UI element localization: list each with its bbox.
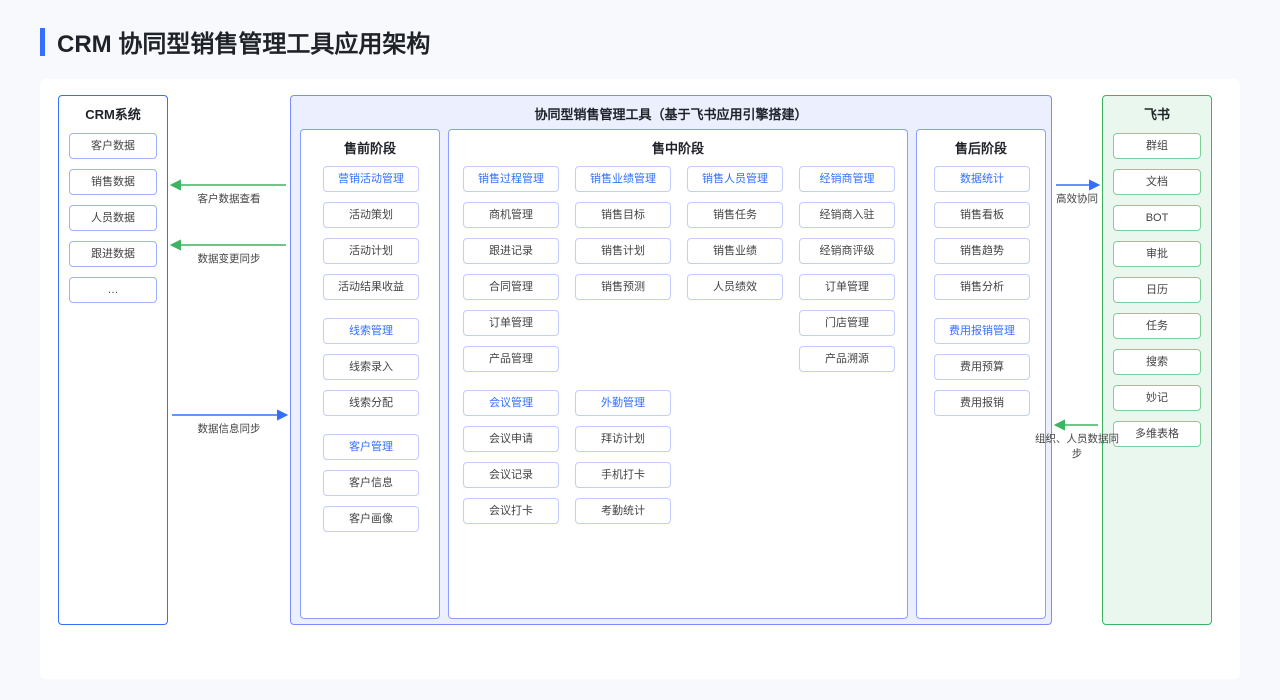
item-chip: 会议打卡 bbox=[463, 498, 559, 524]
category-chip: 线索管理 bbox=[323, 318, 419, 344]
item-chip: 人员数据 bbox=[69, 205, 157, 231]
item-chip: 手机打卡 bbox=[575, 462, 671, 488]
mid-header: 售中阶段 bbox=[449, 130, 907, 167]
item-chip: 会议记录 bbox=[463, 462, 559, 488]
category-chip: 销售业绩管理 bbox=[575, 166, 671, 192]
item-chip: 文档 bbox=[1113, 169, 1201, 195]
item-chip: 日历 bbox=[1113, 277, 1201, 303]
item-chip: 销售数据 bbox=[69, 169, 157, 195]
item-chip: 销售预测 bbox=[575, 274, 671, 300]
crm-header: CRM系统 bbox=[59, 96, 167, 133]
arrow-label: 组织、人员数据同步 bbox=[1032, 431, 1122, 461]
item-chip: 费用报销 bbox=[934, 390, 1030, 416]
category-chip: 销售人员管理 bbox=[687, 166, 783, 192]
item-chip: 活动计划 bbox=[323, 238, 419, 264]
arrow-label: 客户数据查看 bbox=[184, 191, 274, 206]
item-chip: 客户画像 bbox=[323, 506, 419, 532]
item-chip: … bbox=[69, 277, 157, 303]
item-chip: 订单管理 bbox=[799, 274, 895, 300]
item-chip: 销售业绩 bbox=[687, 238, 783, 264]
item-chip: 销售目标 bbox=[575, 202, 671, 228]
title-accent-bar bbox=[40, 28, 45, 56]
feishu-header: 飞书 bbox=[1103, 96, 1211, 133]
title-text: CRM 协同型销售管理工具应用架构 bbox=[57, 24, 430, 59]
category-chip: 销售过程管理 bbox=[463, 166, 559, 192]
item-chip: 门店管理 bbox=[799, 310, 895, 336]
item-chip: 考勤统计 bbox=[575, 498, 671, 524]
item-chip: 群组 bbox=[1113, 133, 1201, 159]
item-chip: 销售计划 bbox=[575, 238, 671, 264]
page-title: CRM 协同型销售管理工具应用架构 bbox=[40, 24, 1240, 59]
mid-stage-panel: 售中阶段 销售过程管理销售业绩管理销售人员管理经销商管理商机管理销售目标销售任务… bbox=[448, 129, 908, 619]
item-chip: 活动策划 bbox=[323, 202, 419, 228]
diagram-canvas: CRM系统 客户数据销售数据人员数据跟进数据 … 协同型销售管理工具（基于飞书应用… bbox=[40, 79, 1240, 679]
crm-panel: CRM系统 客户数据销售数据人员数据跟进数据 … bbox=[58, 95, 168, 625]
item-chip: 任务 bbox=[1113, 313, 1201, 339]
category-chip: 客户管理 bbox=[323, 434, 419, 460]
post-items: 数据统计销售看板销售趋势销售分析费用报销管理费用预算费用报销 bbox=[934, 166, 1030, 416]
post-header: 售后阶段 bbox=[917, 130, 1045, 167]
item-chip: 妙记 bbox=[1113, 385, 1201, 411]
item-chip: 销售趋势 bbox=[934, 238, 1030, 264]
item-chip: 会议申请 bbox=[463, 426, 559, 452]
item-chip: 费用预算 bbox=[934, 354, 1030, 380]
category-chip: 费用报销管理 bbox=[934, 318, 1030, 344]
main-header: 协同型销售管理工具（基于飞书应用引擎搭建） bbox=[291, 96, 1051, 133]
item-chip: 线索分配 bbox=[323, 390, 419, 416]
item-chip: 订单管理 bbox=[463, 310, 559, 336]
item-chip: 跟进记录 bbox=[463, 238, 559, 264]
item-chip: 经销商评级 bbox=[799, 238, 895, 264]
item-chip: 活动结果收益 bbox=[323, 274, 419, 300]
item-chip: 多维表格 bbox=[1113, 421, 1201, 447]
pre-stage-panel: 售前阶段 营销活动管理活动策划活动计划活动结果收益线索管理线索录入线索分配客户管… bbox=[300, 129, 440, 619]
category-chip: 会议管理 bbox=[463, 390, 559, 416]
item-chip: 产品溯源 bbox=[799, 346, 895, 372]
category-chip: 经销商管理 bbox=[799, 166, 895, 192]
item-chip: 销售看板 bbox=[934, 202, 1030, 228]
pre-items: 营销活动管理活动策划活动计划活动结果收益线索管理线索录入线索分配客户管理客户信息… bbox=[323, 166, 419, 532]
item-chip: 拜访计划 bbox=[575, 426, 671, 452]
category-chip: 外勤管理 bbox=[575, 390, 671, 416]
item-chip: 审批 bbox=[1113, 241, 1201, 267]
item-chip: 人员绩效 bbox=[687, 274, 783, 300]
feishu-items: 群组文档 BOT 审批日历任务搜索妙记多维表格 bbox=[1103, 133, 1211, 447]
item-chip: 客户数据 bbox=[69, 133, 157, 159]
item-chip: 搜索 bbox=[1113, 349, 1201, 375]
category-chip: 数据统计 bbox=[934, 166, 1030, 192]
crm-items: 客户数据销售数据人员数据跟进数据 … bbox=[59, 133, 167, 303]
item-chip: 线索录入 bbox=[323, 354, 419, 380]
mid-grid: 销售过程管理销售业绩管理销售人员管理经销商管理商机管理销售目标销售任务经销商入驻… bbox=[463, 166, 893, 524]
category-chip: 营销活动管理 bbox=[323, 166, 419, 192]
pre-header: 售前阶段 bbox=[301, 130, 439, 167]
arrow-label: 数据变更同步 bbox=[184, 251, 274, 266]
item-chip: 跟进数据 bbox=[69, 241, 157, 267]
item-chip: 合同管理 bbox=[463, 274, 559, 300]
item-chip: 产品管理 bbox=[463, 346, 559, 372]
arrow-label: 数据信息同步 bbox=[184, 421, 274, 436]
feishu-panel: 飞书 群组文档 BOT 审批日历任务搜索妙记多维表格 bbox=[1102, 95, 1212, 625]
item-chip: 销售任务 bbox=[687, 202, 783, 228]
arrow-label: 高效协同 bbox=[1032, 191, 1122, 206]
item-chip: 客户信息 bbox=[323, 470, 419, 496]
item-chip: 商机管理 bbox=[463, 202, 559, 228]
item-chip: BOT bbox=[1113, 205, 1201, 231]
item-chip: 经销商入驻 bbox=[799, 202, 895, 228]
item-chip: 销售分析 bbox=[934, 274, 1030, 300]
post-stage-panel: 售后阶段 数据统计销售看板销售趋势销售分析费用报销管理费用预算费用报销 bbox=[916, 129, 1046, 619]
